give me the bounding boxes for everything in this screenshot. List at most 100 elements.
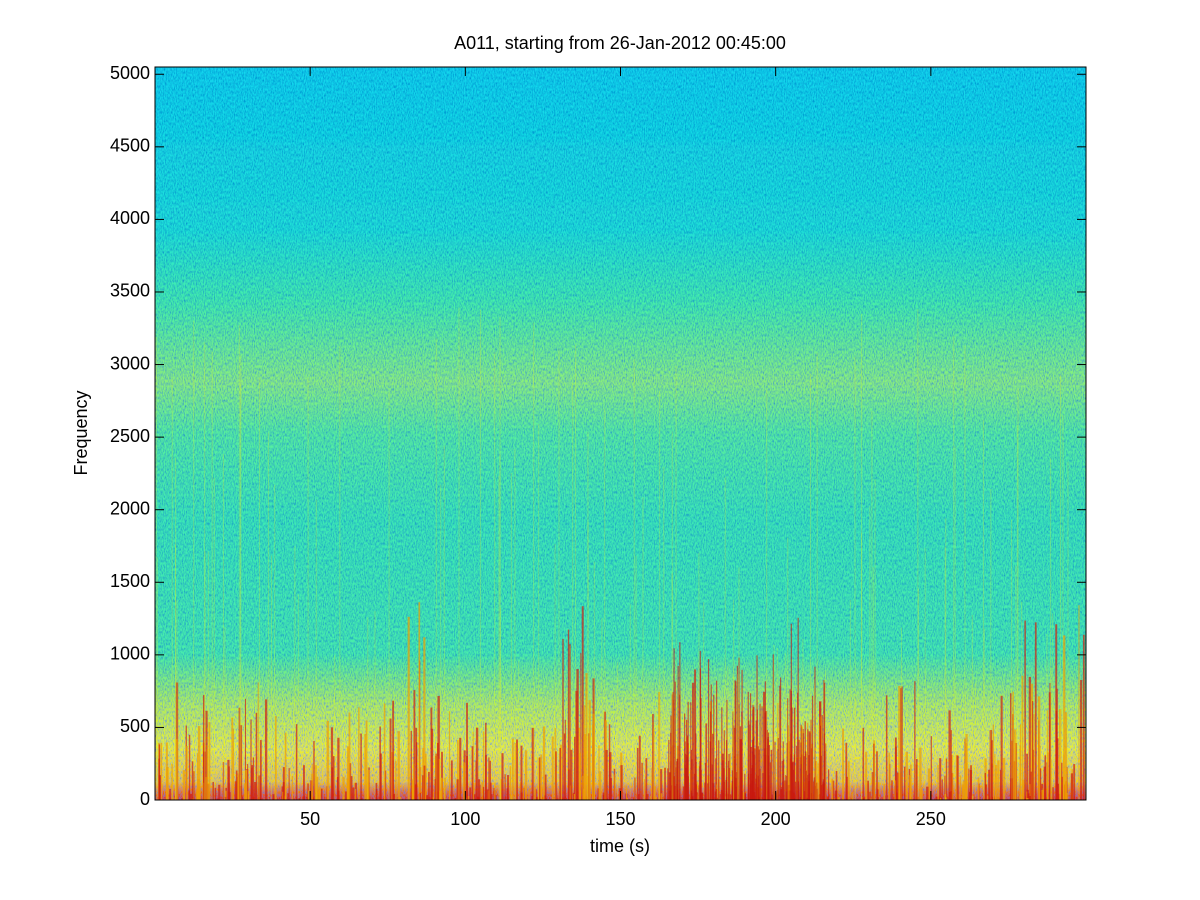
- streak: [944, 547, 946, 800]
- streak: [216, 798, 219, 800]
- streak: [762, 691, 766, 800]
- streak: [835, 771, 838, 800]
- streak: [633, 359, 635, 800]
- streak: [716, 680, 718, 800]
- streak: [726, 777, 728, 800]
- streak: [379, 726, 381, 800]
- streak: [797, 781, 800, 800]
- streak: [520, 745, 523, 800]
- streak: [1063, 635, 1066, 800]
- streak: [768, 744, 771, 800]
- streak: [531, 727, 535, 800]
- streak: [831, 778, 834, 800]
- streak: [1082, 634, 1085, 800]
- streak: [660, 793, 663, 800]
- streak: [579, 753, 582, 800]
- streak: [1030, 771, 1032, 800]
- streak: [1052, 787, 1054, 800]
- streak: [920, 790, 923, 800]
- streak: [722, 792, 724, 800]
- streak: [1022, 779, 1025, 800]
- streak: [155, 336, 157, 800]
- streak: [418, 602, 421, 800]
- streak: [205, 777, 207, 800]
- streak: [354, 788, 357, 800]
- streak: [759, 768, 761, 800]
- streak: [318, 787, 321, 800]
- streak: [991, 763, 993, 800]
- streak: [871, 411, 873, 800]
- streak: [877, 782, 880, 800]
- streak: [944, 775, 946, 800]
- streak: [1078, 605, 1080, 800]
- streak: [471, 746, 474, 800]
- streak: [570, 749, 573, 800]
- streak: [809, 732, 811, 800]
- streak: [228, 791, 231, 800]
- streak: [473, 794, 476, 800]
- streak: [894, 780, 896, 800]
- streak: [941, 779, 943, 800]
- streak: [663, 466, 665, 800]
- streak: [188, 734, 191, 800]
- streak: [352, 787, 355, 800]
- streak: [489, 782, 492, 800]
- streak: [1067, 461, 1069, 800]
- streak: [914, 681, 916, 800]
- streak: [510, 794, 513, 800]
- streak: [1065, 781, 1067, 800]
- streak: [457, 740, 459, 800]
- streak: [873, 743, 875, 800]
- streak: [332, 756, 335, 800]
- streak: [522, 787, 525, 800]
- streak: [786, 742, 788, 800]
- streak: [326, 720, 329, 800]
- streak: [797, 692, 799, 800]
- streak: [646, 794, 649, 800]
- streak: [664, 767, 666, 800]
- streak: [383, 703, 386, 800]
- streak: [350, 776, 353, 800]
- streak: [776, 648, 778, 800]
- streak: [694, 773, 696, 800]
- streak: [699, 668, 702, 800]
- streak: [758, 749, 760, 800]
- streak: [224, 627, 226, 800]
- streak: [658, 692, 661, 800]
- streak: [364, 733, 367, 800]
- streak: [1050, 666, 1052, 800]
- streak: [510, 472, 512, 800]
- streak: [475, 760, 477, 800]
- streak: [653, 786, 656, 800]
- streak: [790, 623, 792, 800]
- streak: [729, 752, 731, 800]
- streak: [777, 749, 779, 800]
- streak: [781, 787, 783, 800]
- streak: [544, 795, 547, 800]
- streak: [214, 787, 217, 800]
- streak: [250, 719, 252, 800]
- streak: [320, 788, 323, 800]
- streak: [539, 757, 541, 800]
- streak: [802, 638, 804, 800]
- streak: [883, 784, 886, 800]
- streak: [671, 784, 673, 800]
- streak: [239, 725, 243, 800]
- streak: [684, 713, 686, 800]
- streak: [770, 749, 773, 800]
- streak: [885, 695, 888, 800]
- streak: [539, 798, 542, 800]
- streak: [817, 763, 819, 800]
- streak: [287, 793, 289, 800]
- streak: [479, 309, 481, 800]
- streak: [741, 772, 743, 800]
- streak: [854, 356, 856, 800]
- streak: [692, 796, 694, 800]
- y-tick-label: 1000: [110, 644, 150, 664]
- streak: [617, 662, 619, 800]
- streak: [865, 751, 868, 800]
- streak: [537, 757, 540, 800]
- streak: [587, 521, 589, 800]
- streak: [971, 795, 974, 800]
